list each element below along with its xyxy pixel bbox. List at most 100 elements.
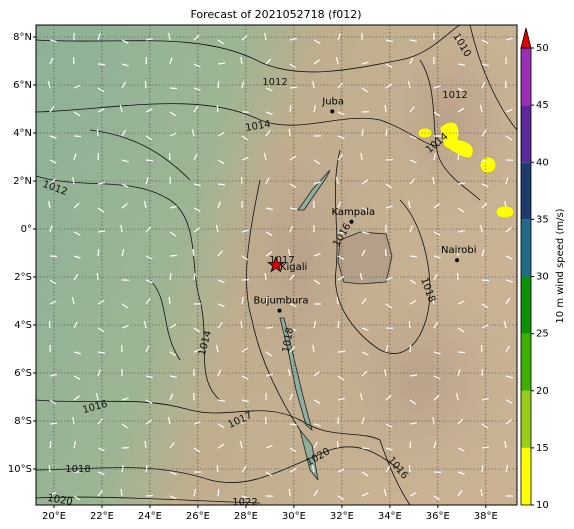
- wind-barb: [433, 375, 441, 380]
- wind-barb: [505, 375, 513, 379]
- wind-barb: [265, 177, 270, 185]
- wind-barb: [169, 111, 177, 117]
- wind-barb: [49, 422, 58, 425]
- contour-label: 1018: [65, 464, 90, 475]
- wind-barb: [144, 80, 147, 89]
- city-marker: [277, 308, 282, 313]
- wind-barb: [263, 153, 267, 161]
- wind-barb: [313, 105, 316, 113]
- wind-barb: [169, 132, 177, 137]
- wind-barb: [217, 322, 223, 329]
- wind-barb: [241, 417, 246, 425]
- wind-barb: [192, 248, 195, 257]
- wind-barb: [457, 207, 465, 213]
- wind-barb: [289, 423, 298, 426]
- wind-barb: [97, 447, 105, 452]
- wind-barb: [95, 393, 99, 401]
- wind-barb: [433, 441, 437, 449]
- wind-barb: [145, 135, 153, 141]
- map-frame: [35, 24, 518, 506]
- wind-barb: [481, 324, 489, 329]
- wind-barb: [479, 105, 483, 113]
- wind-barb: [120, 488, 123, 497]
- wind-barb: [265, 111, 273, 115]
- colorbar-extend: [520, 27, 532, 49]
- wind-barb: [73, 111, 81, 117]
- wind-barb: [457, 489, 463, 497]
- contour-label: 1020: [46, 493, 73, 508]
- wind-barb: [361, 447, 370, 450]
- wind-barb: [505, 177, 509, 185]
- terrain-high: [310, 260, 517, 500]
- x-tick-label: 22°E: [90, 511, 114, 522]
- wind-barb: [49, 225, 53, 233]
- wind-barb: [121, 249, 125, 257]
- x-tick-label: 36°E: [426, 511, 450, 522]
- wind-barb: [120, 225, 123, 233]
- colorbar-band: [521, 447, 531, 505]
- wind-barb: [409, 399, 417, 405]
- wind-barb: [337, 154, 343, 161]
- wind-barb: [217, 80, 220, 89]
- wind-barb: [457, 351, 466, 354]
- wind-barb: [337, 135, 345, 140]
- wind-barb: [385, 447, 393, 451]
- wind-barb: [265, 87, 273, 92]
- y-tick-label: 6°S: [14, 368, 32, 379]
- wind-barb: [121, 39, 129, 44]
- wind-barb: [217, 443, 225, 449]
- wind-barb: [264, 272, 267, 281]
- wind-barb: [145, 345, 150, 353]
- wind-barb: [169, 231, 177, 237]
- wind-barb: [121, 465, 124, 473]
- wind-barb: [337, 468, 345, 473]
- y-tick-label: 0°: [21, 224, 32, 235]
- wind-barb: [361, 370, 368, 377]
- wind-barb: [457, 63, 465, 66]
- wind-barb: [72, 416, 75, 425]
- wind-barb: [433, 231, 441, 236]
- wind-barb: [409, 279, 417, 285]
- colorbar-tick-label: 25: [536, 329, 549, 340]
- wind-barb: [193, 34, 200, 41]
- wind-barb: [97, 182, 105, 185]
- wind-barb: [409, 344, 412, 353]
- wind-barb: [313, 423, 321, 427]
- wind-barb: [337, 82, 344, 89]
- colorbar-tick-label: 15: [536, 443, 549, 454]
- wind-barb: [407, 201, 411, 209]
- wind-barb: [193, 273, 196, 281]
- wind-barb: [96, 128, 99, 137]
- x-tick-label: 20°E: [42, 511, 66, 522]
- wind-barb: [240, 320, 243, 329]
- wind-barb: [457, 107, 465, 113]
- wind-barb: [313, 159, 321, 165]
- wind-barb: [145, 177, 149, 185]
- wind-barb: [121, 129, 127, 137]
- map-area: 1012101410121014101610171018102010221020…: [36, 25, 517, 508]
- wind-barb: [241, 347, 249, 353]
- wind-barb: [193, 153, 198, 161]
- contour-label: 1017: [269, 255, 294, 266]
- wind-barb: [241, 255, 249, 261]
- wind-barb: [456, 393, 459, 401]
- wind-barb: [361, 231, 369, 235]
- colorbar-band: [521, 48, 531, 106]
- wind-barb: [263, 33, 267, 41]
- wind-barb: [49, 300, 57, 305]
- wind-barb: [73, 153, 77, 161]
- wind-barb: [361, 61, 369, 65]
- wind-barb: [265, 471, 273, 477]
- wind-barb: [73, 375, 81, 380]
- wind-barb: [241, 495, 249, 499]
- wind-barb: [217, 159, 225, 165]
- wind-barb: [481, 81, 486, 89]
- city-marker: [349, 219, 354, 224]
- wind-barb: [385, 183, 393, 189]
- wind-barb: [409, 255, 418, 258]
- y-tick-label: 2°S: [14, 272, 32, 283]
- wind-barb: [73, 273, 79, 281]
- wind-barb: [287, 249, 291, 257]
- wind-barb: [169, 495, 177, 500]
- wind-barb: [313, 441, 318, 449]
